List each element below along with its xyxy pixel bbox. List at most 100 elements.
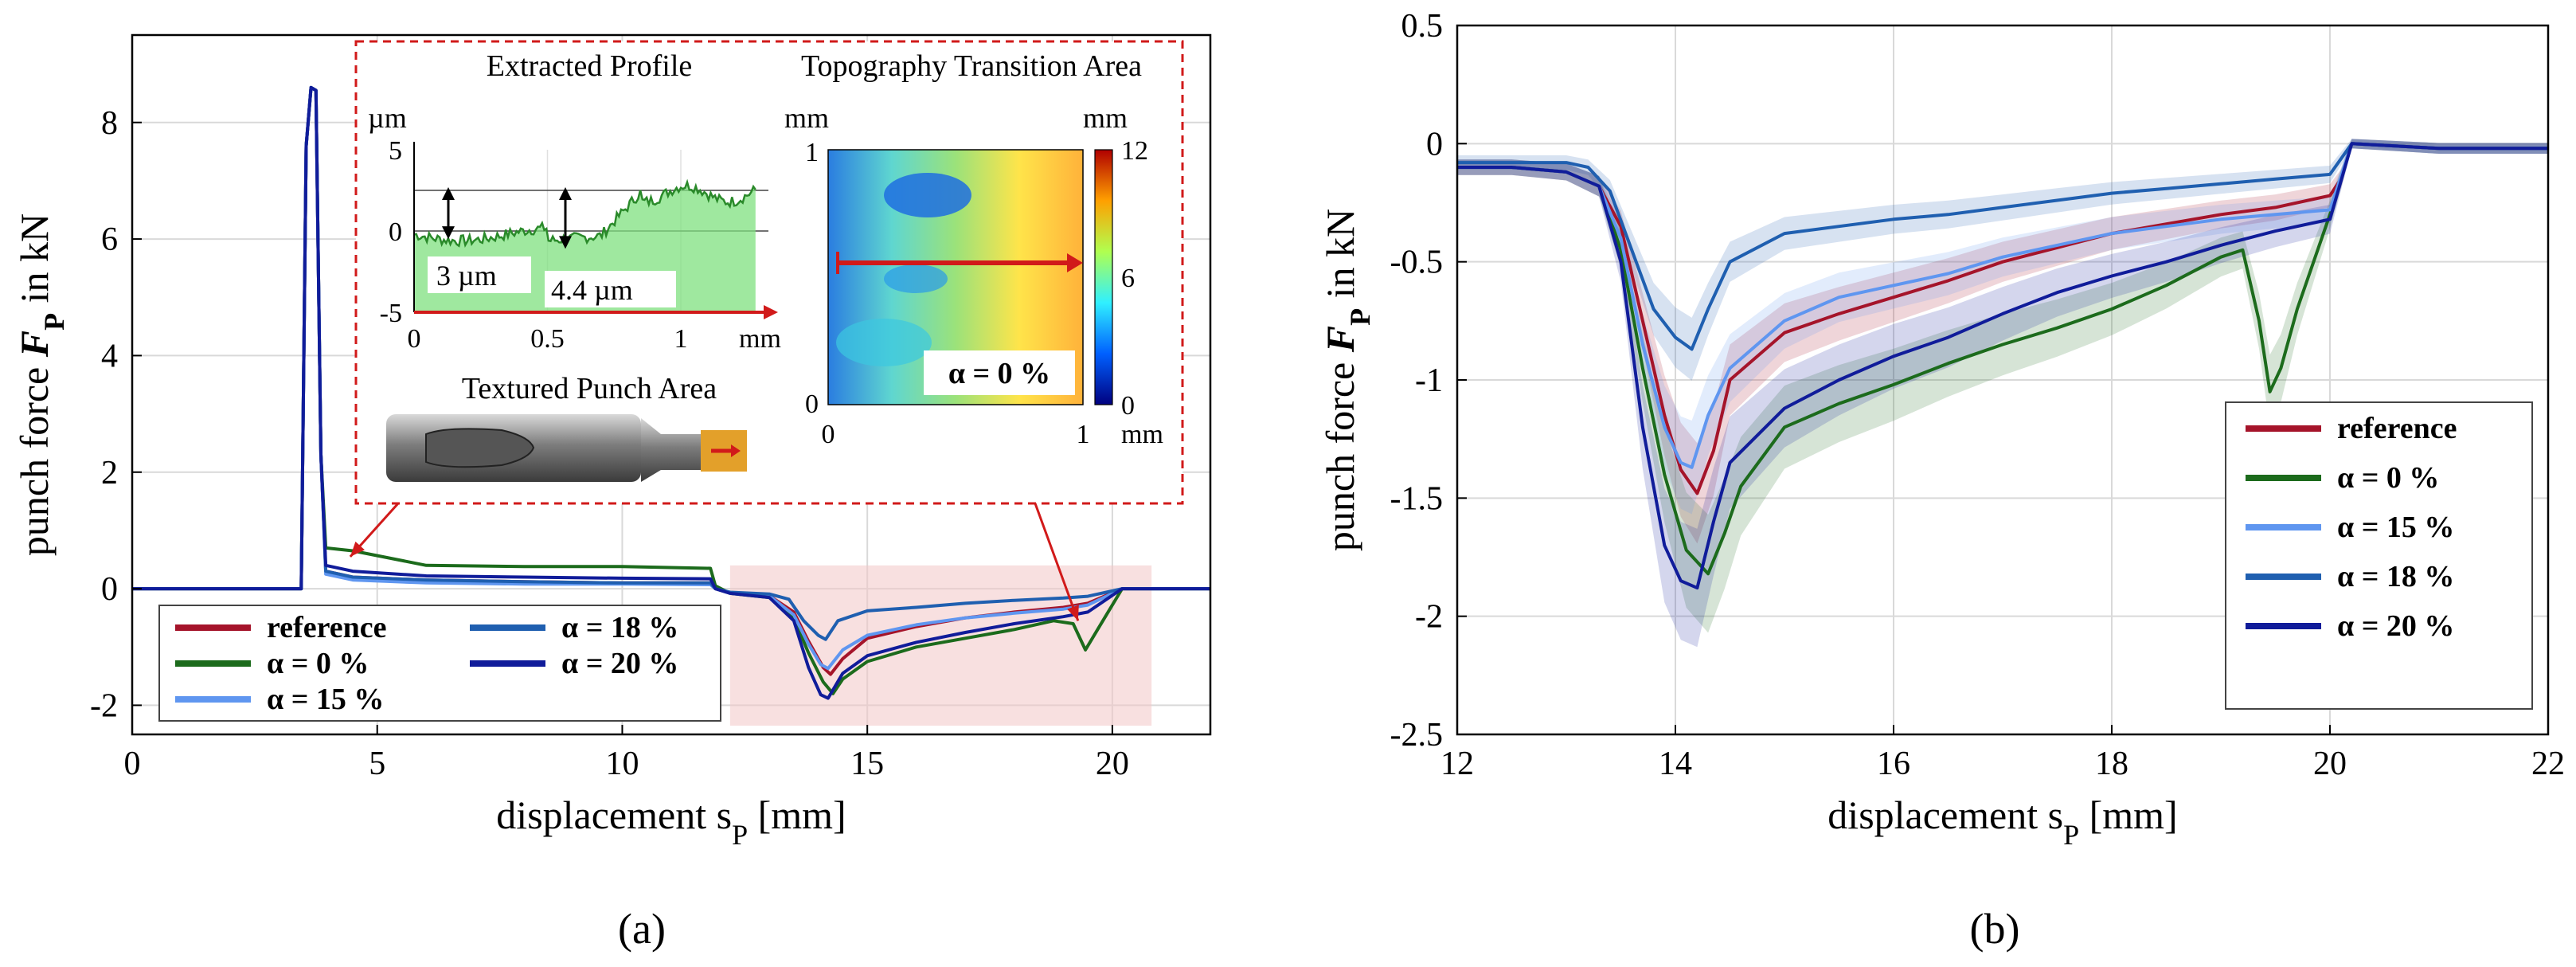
- topo-unit-left: mm: [784, 102, 829, 134]
- inset-profile-title: Extracted Profile: [487, 49, 693, 83]
- x-tick-label: 16: [1877, 746, 1910, 782]
- x-tick-label: 5: [369, 746, 385, 782]
- y-tick-label: 0.5: [1401, 8, 1444, 45]
- step-label-2: 4.4 µm: [551, 274, 633, 306]
- legend-label: α = 15 %: [267, 683, 384, 716]
- x-axis-label: displacement sP [mm]: [1827, 793, 2177, 851]
- punch-tip-arrowhead: [731, 444, 741, 457]
- topo-arrowhead: [1067, 253, 1083, 272]
- y-tick-label: -2: [90, 687, 118, 724]
- topo-depression: [884, 173, 971, 217]
- confidence-band: [1457, 139, 2548, 515]
- inset-pointer-left-head: [350, 541, 365, 557]
- step-arrow-1-head-top: [442, 187, 455, 200]
- inset-pointer-right-head: [1067, 605, 1079, 621]
- y-tick-label: 0: [101, 571, 118, 608]
- step-arrow-2-head-top: [559, 187, 572, 200]
- profile-x-tick: 1: [674, 324, 688, 354]
- legend-label: α = 15 %: [2337, 511, 2454, 544]
- punch-title: Textured Punch Area: [462, 372, 717, 405]
- y-tick-label: 2: [101, 455, 118, 491]
- profile-x-tick: 0.5: [530, 324, 565, 354]
- punch-taper: [641, 418, 705, 482]
- colorbar-tick: 12: [1121, 136, 1148, 166]
- topo-label: α = 0 %: [948, 357, 1050, 390]
- plot-frame: [131, 33, 1212, 736]
- x-axis-label: displacement sP [mm]: [496, 793, 846, 851]
- topo-depression: [884, 264, 948, 293]
- profile-x-arrow: [764, 305, 778, 319]
- colorbar: [1094, 149, 1113, 405]
- series-line: [1457, 142, 2548, 469]
- y-tick-label: 0: [1426, 126, 1443, 162]
- profile-y-tick: 5: [389, 136, 402, 166]
- x-tick-label: 15: [850, 746, 884, 782]
- y-tick-label: 8: [101, 105, 118, 142]
- topo-frame: [827, 149, 1084, 405]
- y-axis-label: punch force FP in kN: [12, 213, 70, 556]
- topo-x-tick: 1: [1077, 420, 1090, 449]
- x-tick-label: 14: [1659, 746, 1692, 782]
- inset-pointer-right: [1034, 503, 1080, 621]
- topo-label-bg: [924, 350, 1075, 395]
- profile-x-unit: mm: [739, 324, 781, 354]
- legend-label: α = 20 %: [2337, 609, 2454, 643]
- x-tick-label: 12: [1440, 746, 1474, 782]
- x-tick-label: 22: [2531, 746, 2565, 782]
- legend-label: α = 18 %: [561, 611, 678, 644]
- y-tick-label: 6: [101, 221, 118, 258]
- profile-y-tick: 0: [389, 217, 402, 247]
- step-label-2-bg: [545, 271, 676, 307]
- topo-unit-bottom: mm: [1121, 420, 1163, 449]
- profile-line: [413, 178, 756, 249]
- series-line: [1457, 142, 2548, 590]
- y-tick-label: -1.5: [1390, 480, 1444, 517]
- step-label-1: 3 µm: [436, 260, 497, 292]
- profile-y-tick: -5: [380, 299, 402, 328]
- x-tick-label: 10: [605, 746, 639, 782]
- topo-unit-right: mm: [1083, 102, 1128, 134]
- legend-label: α = 20 %: [561, 647, 678, 680]
- legend-label: α = 0 %: [2337, 461, 2439, 495]
- x-tick-label: 18: [2095, 746, 2128, 782]
- topo-y-tick: 1: [805, 138, 819, 167]
- confidence-band: [1457, 139, 2548, 633]
- y-tick-label: -2: [1415, 599, 1443, 636]
- caption-b: (b): [1970, 905, 2020, 953]
- y-tick-label: -0.5: [1390, 245, 1444, 281]
- series-line: [132, 85, 1210, 700]
- y-tick-label: 4: [101, 338, 118, 374]
- inset-topo-title: Topography Transition Area: [801, 49, 1142, 83]
- legend-label: reference: [267, 611, 386, 644]
- x-tick-label: 20: [2313, 746, 2347, 782]
- profile-x-tick: 0: [408, 324, 421, 354]
- y-tick-label: -2.5: [1390, 717, 1444, 754]
- punch-texture: [425, 428, 535, 468]
- topo-depression: [836, 319, 932, 366]
- legend-label: α = 0 %: [267, 647, 369, 680]
- topo-x-tick: 0: [822, 420, 835, 449]
- panel-b: 12 14 16 18 20 22 -2.5 -2 -1.5 -1 -0.5 0 0.5 displace…: [1318, 8, 2565, 851]
- profile-unit: µm: [368, 102, 407, 134]
- series-line: [1457, 142, 2548, 495]
- step-label-1-bg: [428, 256, 531, 293]
- legend-box: [2225, 401, 2533, 710]
- colorbar-tick: 0: [1121, 391, 1135, 421]
- x-tick-label: 20: [1096, 746, 1129, 782]
- legend-box: [158, 605, 721, 722]
- legend-label: α = 18 %: [2337, 560, 2454, 593]
- legend-label: reference: [2337, 412, 2457, 445]
- series-line: [1457, 142, 2548, 351]
- y-axis-label: punch force FP in kN: [1318, 209, 1376, 551]
- topo-y-tick: 0: [805, 390, 819, 419]
- panel-a-inset: Extracted Profile Topography Transition A…: [349, 40, 1184, 621]
- series-line: [1457, 142, 2548, 576]
- caption-a: (a): [618, 905, 666, 953]
- step-arrow-1-head-bottom: [442, 226, 455, 240]
- step-arrow-2-head-bottom: [559, 236, 572, 249]
- colorbar-tick: 6: [1121, 264, 1135, 293]
- y-tick-label: -1: [1415, 362, 1443, 399]
- confidence-band: [1457, 139, 2548, 544]
